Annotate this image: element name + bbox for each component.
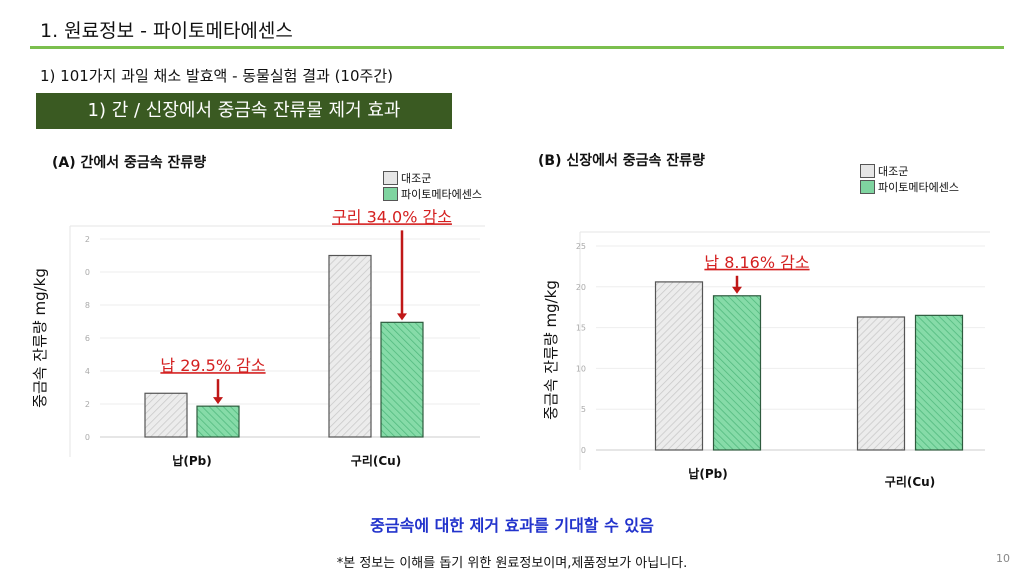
legend-item-treated: 파이토메타에센스 <box>860 179 959 195</box>
legend-item-control: 대조군 <box>383 170 482 186</box>
x-category-label: 구리(Cu) <box>885 474 935 489</box>
page-number: 10 <box>996 552 1010 565</box>
legend-swatch <box>383 171 398 185</box>
y-tick-label: 0 <box>85 433 90 442</box>
y-tick-label: 6 <box>85 334 90 343</box>
legend-swatch <box>860 164 875 178</box>
bar-control <box>328 254 372 438</box>
bar-control <box>654 281 704 451</box>
bar-treated <box>914 314 964 451</box>
y-tick-label: 20 <box>576 283 586 292</box>
chart-b-title: (B) 신장에서 중금속 잔류량 <box>538 153 705 169</box>
y-tick-label: 0 <box>85 268 90 277</box>
y-tick-label: 4 <box>85 367 90 376</box>
x-category-label: 구리(Cu) <box>351 453 401 468</box>
x-category-label: 납(Pb) <box>172 454 211 468</box>
bar-control <box>144 392 188 438</box>
arrow-down-icon <box>213 397 223 405</box>
footnote: *본 정보는 이해를 돕기 위한 원료정보이며,제품정보가 아닙니다. <box>336 556 688 571</box>
legend-swatch <box>860 180 875 194</box>
conclusion-text: 중금속에 대한 제거 효과를 기대할 수 있음 <box>370 516 654 535</box>
reduction-annotation: 납 29.5% 감소 <box>160 356 265 375</box>
chart-a-title: (A) 간에서 중금속 잔류량 <box>52 155 207 171</box>
y-tick-label: 2 <box>85 235 90 244</box>
legend-label: 대조군 <box>401 172 432 185</box>
y-tick-label: 0 <box>581 446 586 455</box>
legend-label: 대조군 <box>878 165 909 178</box>
bar-treated <box>380 321 424 438</box>
bar-treated <box>712 295 762 451</box>
legend-swatch <box>383 187 398 201</box>
bar-control <box>856 316 906 451</box>
reduction-annotation: 납 8.16% 감소 <box>704 253 809 272</box>
y-tick-label: 5 <box>581 405 586 414</box>
y-tick-label: 8 <box>85 301 90 310</box>
y-tick-label: 10 <box>576 364 586 373</box>
page-title: 1. 원료정보 - 파이토메타에센스 <box>40 20 293 42</box>
legend-item-control: 대조군 <box>860 163 959 179</box>
chart-b-legend: 대조군 파이토메타에센스 <box>860 163 959 195</box>
legend-label: 파이토메타에센스 <box>401 188 482 201</box>
x-category-label: 납(Pb) <box>688 467 727 481</box>
bar-treated <box>196 405 240 438</box>
y-tick-label: 25 <box>576 242 586 251</box>
arrow-down-icon <box>732 286 742 294</box>
reduction-annotation: 구리 34.0% 감소 <box>332 207 452 226</box>
y-axis-label: 중금속 잔류량 mg/kg <box>31 268 49 408</box>
legend-label: 파이토메타에센스 <box>878 181 959 194</box>
section-subtitle: 1) 101가지 과일 채소 발효액 - 동물실험 결과 (10주간) <box>40 67 393 85</box>
title-divider <box>30 46 1004 49</box>
y-axis-label: 중금속 잔류량 mg/kg <box>542 280 560 420</box>
section-banner: 1) 간 / 신장에서 중금속 잔류물 제거 효과 <box>36 93 452 129</box>
y-tick-label: 2 <box>85 400 90 409</box>
chart-a-legend: 대조군 파이토메타에센스 <box>383 170 482 202</box>
y-tick-label: 15 <box>576 324 586 333</box>
arrow-down-icon <box>397 313 407 321</box>
legend-item-treated: 파이토메타에센스 <box>383 186 482 202</box>
